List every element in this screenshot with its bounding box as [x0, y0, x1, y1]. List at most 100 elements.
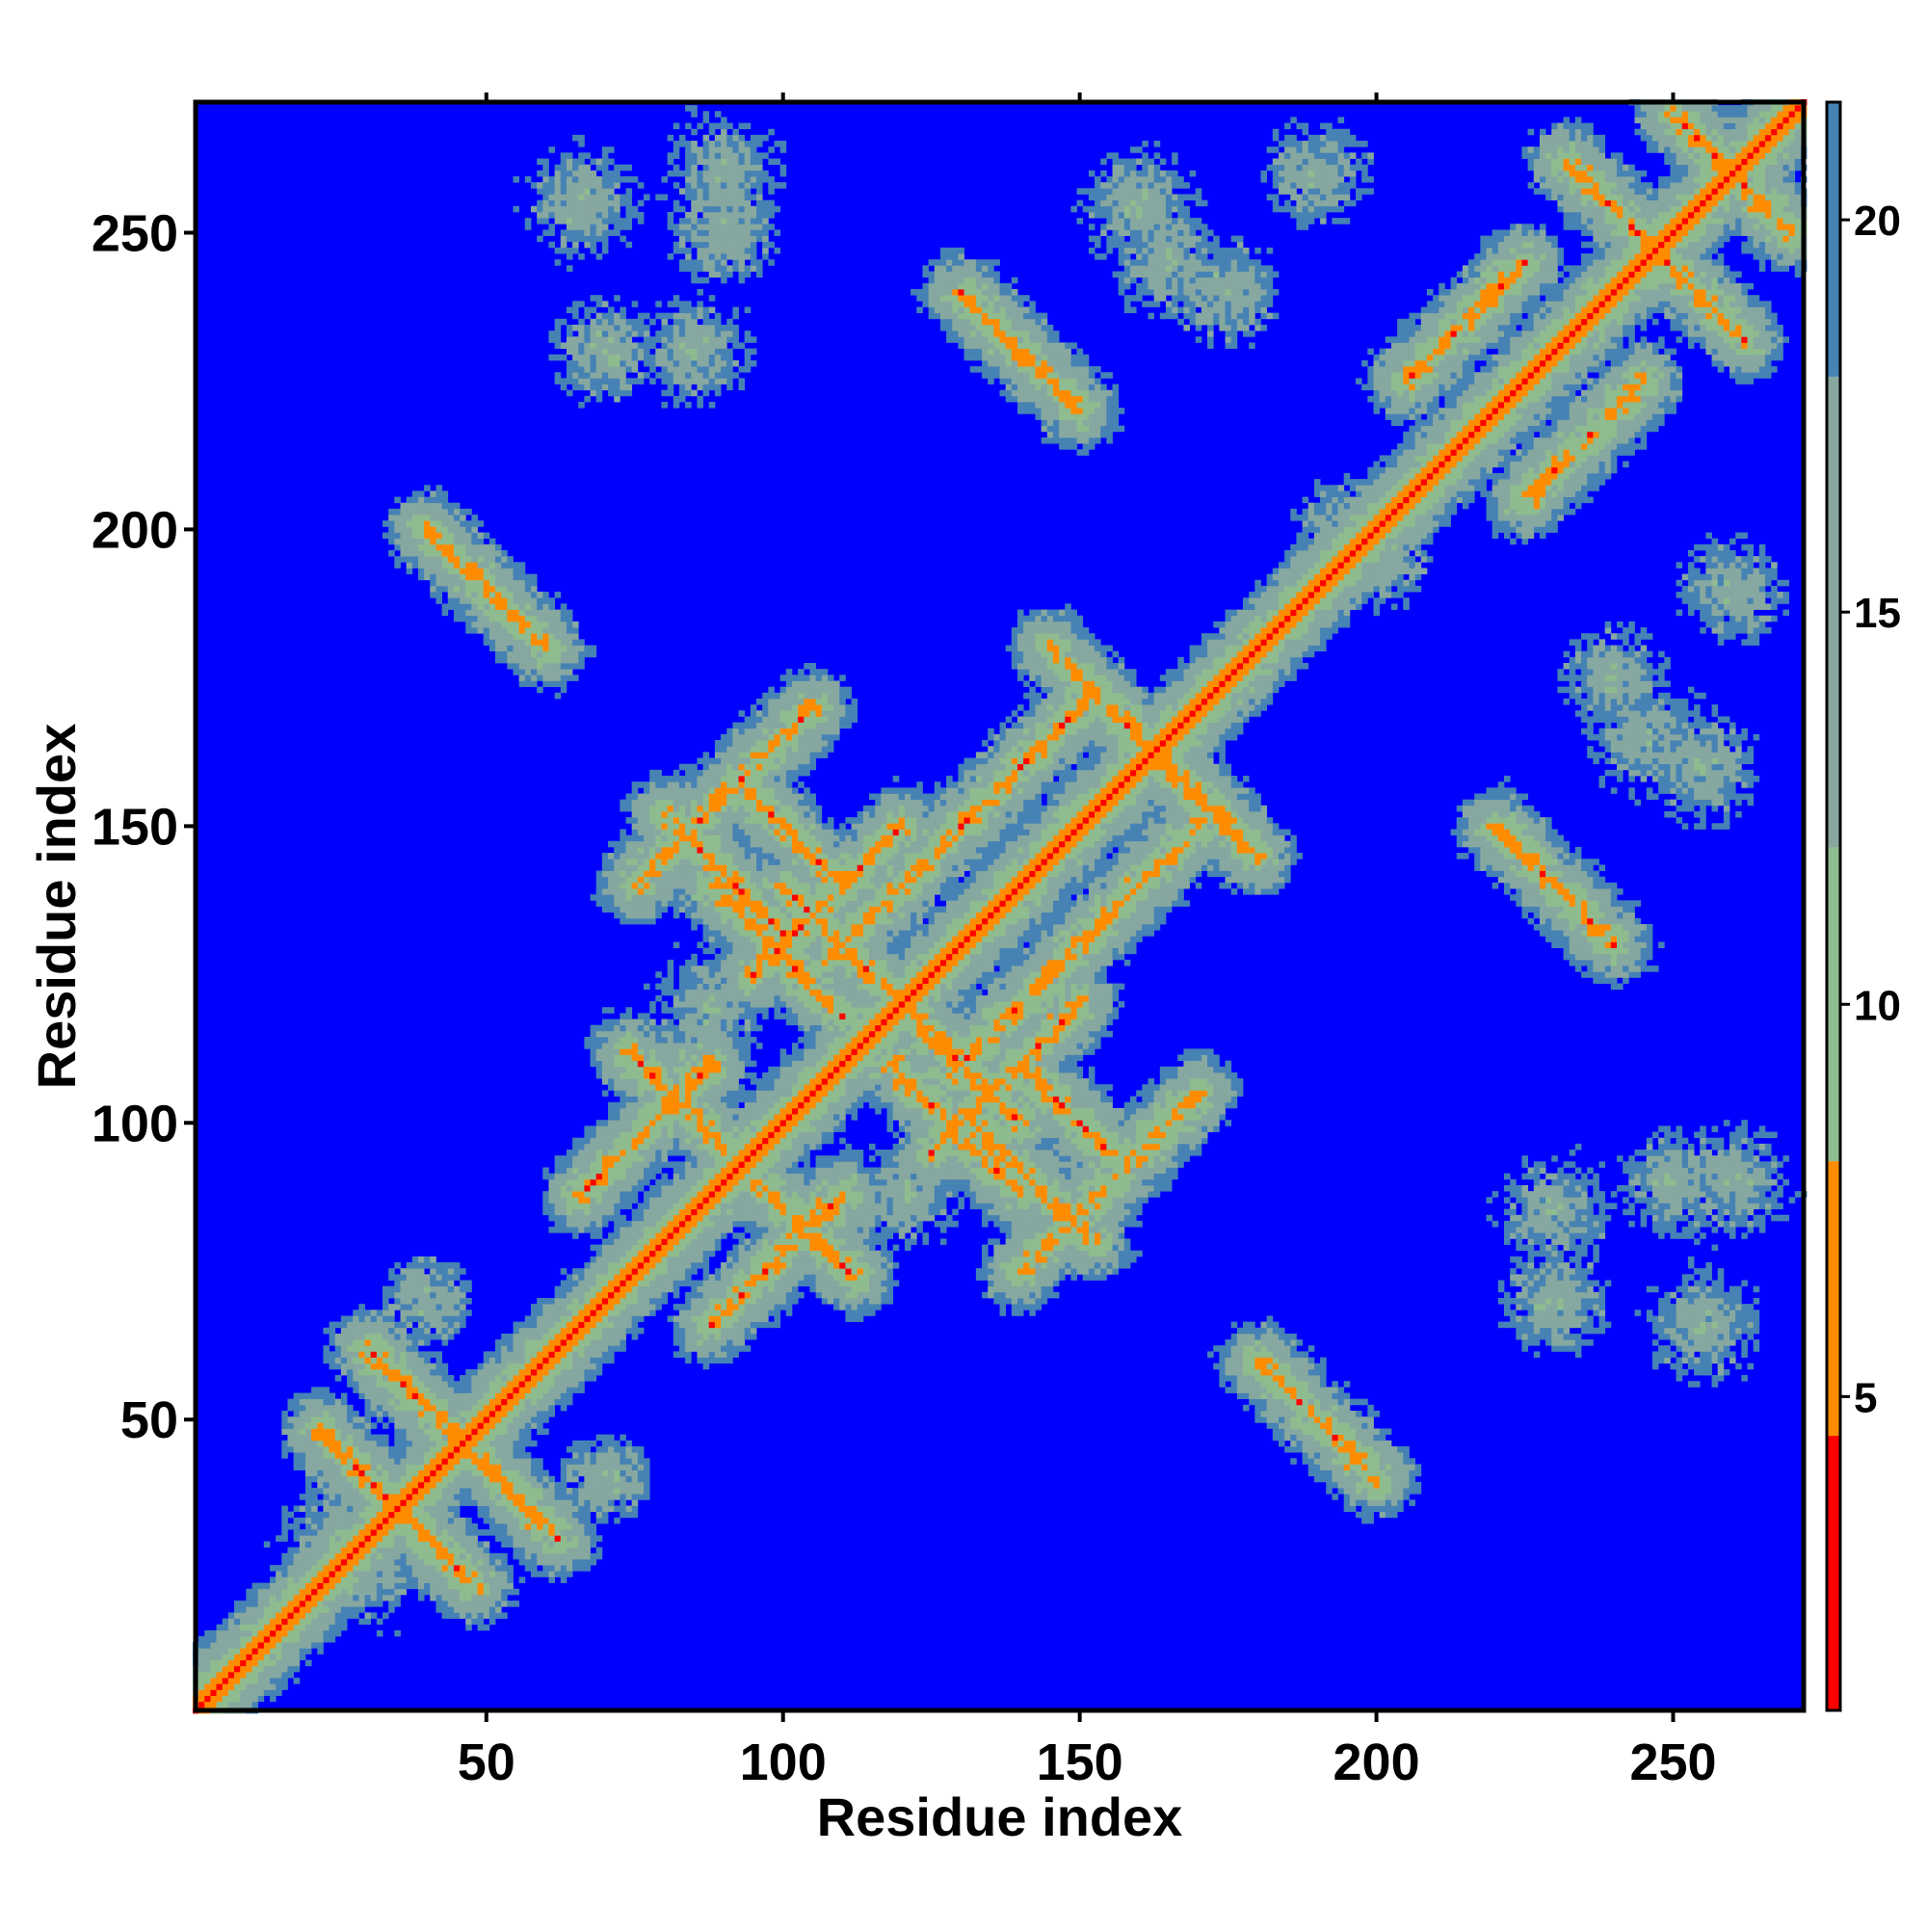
heatmap-cell: [661, 876, 669, 884]
heatmap-cell: [548, 1558, 555, 1566]
heatmap-cell: [566, 306, 573, 314]
heatmap-cell: [637, 1024, 645, 1032]
heatmap-cell: [353, 1368, 359, 1376]
heatmap-cell: [216, 1683, 224, 1690]
heatmap-cell: [417, 1304, 425, 1310]
heatmap-cell: [614, 1297, 620, 1305]
heatmap-cell: [513, 1321, 520, 1329]
heatmap-cell: [417, 1494, 425, 1500]
heatmap-cell: [501, 650, 508, 658]
heatmap-cell: [518, 627, 526, 634]
heatmap-cell: [578, 1541, 585, 1548]
heatmap-cell: [655, 1214, 662, 1222]
heatmap-cell: [376, 1488, 383, 1495]
heatmap-cell: [673, 1013, 680, 1019]
heatmap-cell: [477, 597, 485, 604]
heatmap-cell: [257, 1665, 265, 1673]
heatmap-cell: [614, 324, 620, 331]
heatmap-cell: [411, 1440, 419, 1447]
heatmap-cell: [210, 1689, 217, 1696]
heatmap-cell: [400, 1422, 408, 1429]
heatmap-cell: [304, 1588, 312, 1596]
heatmap-cell: [637, 900, 645, 907]
heatmap-cell: [495, 592, 502, 598]
heatmap-cell: [347, 1368, 354, 1376]
heatmap-cell: [507, 1428, 514, 1436]
heatmap-cell: [572, 1214, 579, 1222]
heatmap-cell: [460, 1291, 466, 1299]
heatmap-cell: [548, 205, 555, 213]
heatmap-cell: [287, 1671, 295, 1679]
heatmap-cell: [383, 1285, 389, 1293]
heatmap-cell: [637, 1214, 645, 1222]
heatmap-cell: [542, 1488, 549, 1495]
heatmap-cell: [637, 888, 645, 895]
heatmap-cell: [673, 1327, 680, 1335]
heatmap-cell: [376, 1387, 383, 1393]
heatmap-cell: [518, 1494, 526, 1500]
heatmap-cell: [572, 1315, 579, 1322]
heatmap-cell: [411, 496, 419, 504]
heatmap-cell: [542, 609, 549, 617]
heatmap-cell: [608, 1488, 615, 1495]
heatmap-cell: [347, 1434, 354, 1442]
heatmap-cell: [340, 1333, 348, 1340]
heatmap-cell: [584, 1469, 591, 1477]
heatmap-cell: [578, 1291, 585, 1299]
heatmap-cell: [673, 864, 680, 871]
heatmap-cell: [323, 1327, 330, 1335]
heatmap-cell: [340, 1582, 348, 1590]
heatmap-cell: [530, 585, 538, 593]
heatmap-cell: [625, 1101, 633, 1109]
heatmap-cell: [441, 603, 449, 610]
heatmap-cell: [614, 1262, 620, 1269]
heatmap-cell: [548, 1523, 555, 1530]
heatmap-cell: [507, 609, 514, 617]
heatmap-cell: [513, 568, 520, 575]
heatmap-cell: [299, 1582, 306, 1590]
heatmap-cell: [513, 1404, 520, 1412]
heatmap-cell: [560, 1565, 568, 1572]
heatmap-cell: [465, 1280, 472, 1287]
heatmap-cell: [560, 158, 568, 166]
heatmap-cell: [673, 834, 680, 842]
heatmap-cell: [447, 1535, 455, 1542]
heatmap-cell: [584, 1368, 591, 1376]
heatmap-cell: [311, 1469, 318, 1477]
heatmap-cell: [608, 354, 615, 361]
heatmap-cell: [601, 175, 609, 183]
heatmap-cell: [340, 1321, 348, 1329]
heatmap-cell: [601, 1445, 609, 1453]
heatmap-cell: [625, 1494, 633, 1500]
heatmap-cell: [453, 562, 461, 569]
heatmap-cell: [501, 1333, 508, 1340]
heatmap-cell: [269, 1665, 277, 1673]
heatmap-cell: [394, 1404, 401, 1412]
heatmap-cell: [661, 983, 669, 991]
heatmap-cell: [436, 515, 442, 521]
heatmap-cell: [376, 1445, 383, 1453]
heatmap-cell: [269, 1582, 277, 1590]
heatmap-cell: [400, 1440, 408, 1447]
heatmap-cell: [276, 1601, 282, 1607]
heatmap-cell: [590, 1244, 597, 1252]
heatmap-cell: [495, 579, 502, 587]
heatmap-cell: [293, 1565, 301, 1572]
heatmap-cell: [673, 900, 680, 907]
heatmap-cell: [465, 1582, 472, 1590]
heatmap-cell: [566, 1387, 573, 1393]
heatmap-cell: [323, 1422, 330, 1429]
heatmap-cell: [530, 1368, 538, 1376]
heatmap-cell: [620, 164, 626, 172]
heatmap-cell: [323, 1469, 330, 1477]
heatmap-cell: [281, 1659, 288, 1667]
heatmap-cell: [287, 1523, 295, 1530]
heatmap-cell: [560, 1227, 568, 1233]
heatmap-cell: [436, 573, 442, 581]
heatmap-cell: [334, 1357, 342, 1364]
heatmap-cell: [436, 502, 442, 510]
heatmap-cell: [518, 1558, 526, 1566]
heatmap-cell: [323, 1636, 330, 1643]
heatmap-cell: [560, 175, 568, 183]
heatmap-cell: [637, 331, 645, 337]
